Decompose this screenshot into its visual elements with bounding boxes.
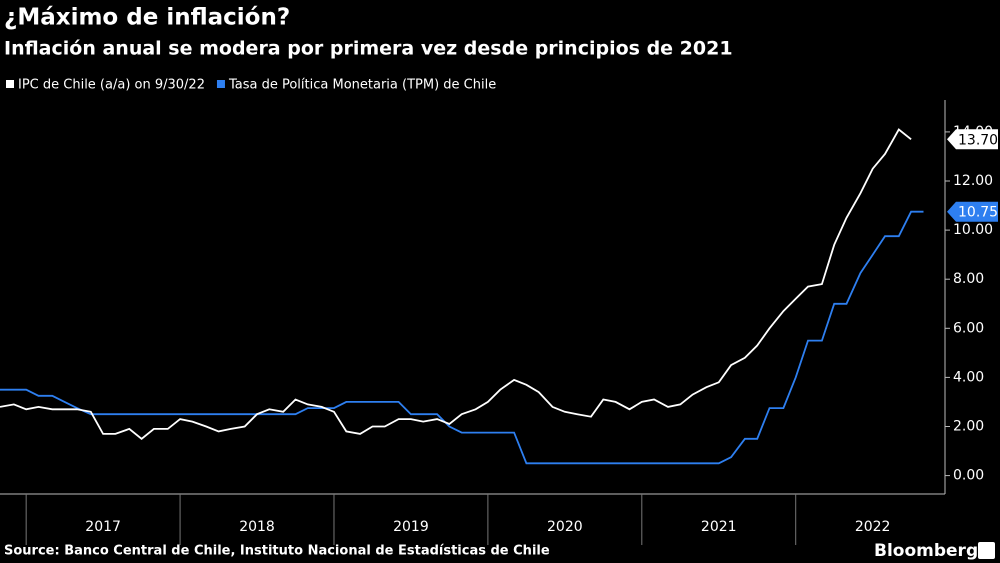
legend-label: IPC de Chile (a/a) on 9/30/22 bbox=[18, 78, 205, 93]
x-tick-label: 2022 bbox=[855, 519, 891, 535]
source: Source: Banco Central de Chile, Institut… bbox=[4, 544, 550, 559]
brand-icon bbox=[978, 542, 995, 559]
legend-marker bbox=[216, 80, 225, 88]
x-tick-label: 2018 bbox=[239, 519, 275, 535]
value-label: 13.70 bbox=[958, 132, 998, 148]
legend-label: Tasa de Política Monetaria (TPM) de Chil… bbox=[228, 78, 496, 93]
y-tick-label: 6.00 bbox=[953, 320, 984, 336]
brand: Bloomberg bbox=[874, 541, 978, 561]
chart-subtitle: Inflación anual se modera por primera ve… bbox=[4, 38, 733, 60]
value-label-box bbox=[947, 201, 998, 222]
series-line bbox=[0, 210, 924, 465]
value-label-box bbox=[947, 129, 998, 150]
legend-marker bbox=[6, 80, 14, 88]
x-tick-label: 2021 bbox=[701, 519, 737, 535]
y-tick-label: 8.00 bbox=[953, 271, 984, 287]
y-tick-label: 0.00 bbox=[953, 468, 984, 484]
value-label: 10.75 bbox=[958, 205, 998, 221]
x-tick-label: 2020 bbox=[547, 519, 583, 535]
y-tick-label: 10.00 bbox=[953, 222, 993, 238]
y-tick-label: 2.00 bbox=[953, 418, 984, 434]
series-line bbox=[0, 128, 912, 440]
x-tick-label: 2017 bbox=[85, 519, 121, 535]
y-tick-label: 12.00 bbox=[953, 173, 993, 189]
y-tick-label: 4.00 bbox=[953, 369, 984, 385]
x-tick-label: 2019 bbox=[393, 519, 429, 535]
chart-title: ¿Máximo de inflación? bbox=[4, 5, 290, 31]
